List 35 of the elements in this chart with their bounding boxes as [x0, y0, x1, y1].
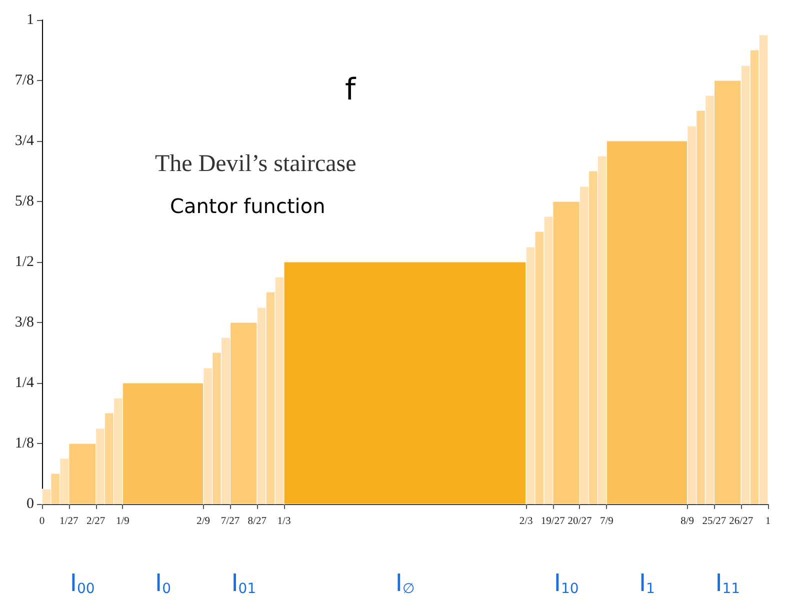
y-tick-label: 1/2	[14, 254, 34, 270]
x-tick-label: 26/27	[729, 516, 754, 527]
text: I∅	[395, 569, 415, 597]
x-tick-label: 1/9	[116, 516, 130, 527]
annotation: f	[345, 72, 357, 108]
y-tick-label: 5/8	[14, 194, 34, 210]
x-tick-label: 2/27	[86, 516, 106, 527]
annotation: The Devil’s staircase	[155, 151, 356, 177]
text: I00	[70, 569, 95, 597]
text: I1	[638, 569, 655, 597]
x-tick-label: 7/27	[220, 516, 240, 527]
x-tick-label: 25/27	[702, 516, 726, 527]
text: I0	[155, 569, 172, 597]
x-tick-label: 0	[39, 516, 45, 527]
x-tick-label: 8/27	[248, 516, 266, 527]
text: I10	[554, 569, 579, 597]
y-tick-label: 1/4	[14, 375, 34, 391]
x-tick-label: 8/9	[680, 516, 694, 527]
x-tick-label: 2/9	[196, 516, 210, 527]
text: I11	[715, 569, 740, 597]
text: I01	[231, 569, 256, 597]
x-tick-label: 1/3	[277, 516, 291, 527]
x-tick-label: 2/3	[519, 516, 533, 527]
annotation: Cantor function	[170, 194, 326, 218]
x-tick-label: 19/27	[540, 516, 565, 527]
y-tick-label: 1/8	[14, 436, 34, 452]
x-tick-label: 20/27	[568, 516, 592, 527]
y-tick-label: 3/8	[14, 314, 34, 330]
x-tick-label: 1/27	[60, 516, 78, 527]
x-tick-label: 1	[765, 516, 771, 527]
x-tick-label: 7/9	[600, 516, 614, 527]
y-tick-label: 1	[26, 12, 34, 28]
y-tick-label: 3/4	[14, 133, 34, 149]
y-tick-label: 7/8	[14, 72, 34, 88]
y-tick-label: 0	[26, 496, 34, 512]
